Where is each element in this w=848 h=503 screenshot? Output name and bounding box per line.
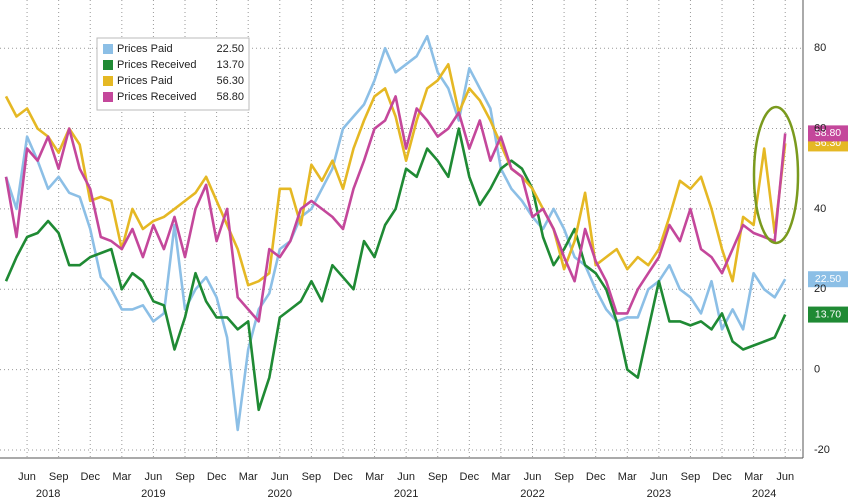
y-tick-label: 80 — [814, 42, 826, 54]
x-tick-label: Dec — [80, 471, 100, 483]
y-tick-label: 40 — [814, 203, 826, 215]
x-tick-label: Dec — [460, 471, 480, 483]
x-tick-label: Jun — [145, 471, 163, 483]
x-tick-label: Jun — [776, 471, 794, 483]
y-tick-label: 0 — [814, 364, 820, 376]
x-tick-label: Dec — [207, 471, 227, 483]
x-tick-label: Sep — [49, 471, 69, 483]
legend-value: 22.50 — [216, 43, 244, 55]
series-line — [4, 63, 787, 287]
x-tick-label: Sep — [554, 471, 574, 483]
x-tick-label: Mar — [618, 471, 637, 483]
last-value-label: 13.70 — [815, 308, 841, 320]
x-tick-label: Mar — [239, 471, 258, 483]
x-tick-label: Mar — [491, 471, 510, 483]
year-label: 2019 — [141, 488, 165, 500]
x-tick-label: Mar — [744, 471, 763, 483]
legend-value: 56.30 — [216, 75, 244, 87]
series-line — [4, 34, 787, 432]
legend-label: Prices Paid — [117, 75, 173, 87]
y-tick-label: -20 — [814, 444, 830, 456]
last-value-tag — [808, 306, 848, 323]
legend-swatch — [103, 44, 113, 54]
legend-label: Prices Received — [117, 91, 196, 103]
series-line — [4, 95, 787, 323]
last-value-label: 58.80 — [815, 127, 841, 139]
legend-value: 58.80 — [216, 91, 244, 103]
year-label: 2020 — [268, 488, 292, 500]
x-tick-label: Jun — [650, 471, 668, 483]
legend-value: 13.70 — [216, 59, 244, 71]
last-value-label: 22.50 — [815, 273, 841, 285]
legend-label: Prices Paid — [117, 43, 173, 55]
legend-swatch — [103, 60, 113, 70]
x-tick-label: Mar — [112, 471, 131, 483]
legend-label: Prices Received — [117, 59, 196, 71]
legend-swatch — [103, 92, 113, 102]
legend — [96, 37, 250, 111]
lines — [4, 34, 787, 432]
highlight-ellipse — [752, 105, 800, 245]
x-tick-label: Dec — [712, 471, 732, 483]
last-value-tag — [808, 125, 848, 142]
x-tick-label: Jun — [397, 471, 415, 483]
year-label: 2024 — [752, 488, 776, 500]
legend-entries: Prices Paid 22.50 Prices Received 13.70 Pric… — [103, 43, 244, 103]
series-line — [4, 127, 787, 412]
x-tick-label: Mar — [365, 471, 384, 483]
x-tick-label: Jun — [524, 471, 542, 483]
year-label: 2021 — [394, 488, 418, 500]
year-label: 2023 — [647, 488, 671, 500]
y-tick-label: 60 — [814, 122, 826, 134]
x-tick-label: Sep — [175, 471, 195, 483]
legend-swatch — [103, 76, 113, 86]
last-value-tag — [808, 271, 848, 288]
x-tick-label: Jun — [18, 471, 36, 483]
x-tick-label: Jun — [271, 471, 289, 483]
year-label: 2022 — [520, 488, 544, 500]
x-tick-label: Dec — [333, 471, 353, 483]
x-tick-label: Sep — [428, 471, 448, 483]
x-tick-label: Sep — [302, 471, 322, 483]
year-label: 2018 — [36, 488, 60, 500]
x-tick-label: Dec — [586, 471, 606, 483]
x-tick-label: Sep — [681, 471, 701, 483]
y-tick-label: 20 — [814, 283, 826, 295]
